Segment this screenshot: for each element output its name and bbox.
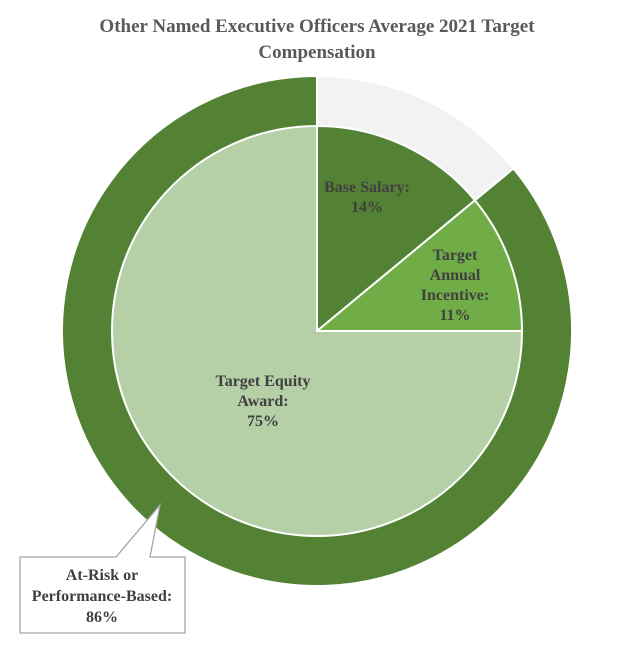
inner-slice-label-line: Target Equity [216,373,311,390]
inner-slice-label-line: Award: [237,393,288,410]
inner-slice-label-line: Annual [430,267,481,284]
callout-label-line: At-Risk or [66,567,138,584]
inner-slice-label-2: Target Equity Award: 75% [216,373,311,430]
inner-slice-2 [111,124,524,537]
inner-labels: Base Salary: 14% Target Annual Incentive: 11%… [216,179,490,430]
callout-box [19,502,186,634]
inner-slice-1 [314,198,524,332]
inner-slice-label-line: 75% [247,413,279,430]
at-risk-callout: At-Risk or Performance-Based: 86% [19,502,186,634]
inner-slice-0 [316,124,477,334]
inner-slice-label-1: Target Annual Incentive: 11% [421,247,489,324]
inner-slice-label-line: 11% [439,307,470,324]
chart-title-line-1: Other Named Executive Officers Average 2… [99,16,535,37]
inner-slice-label-line: Target [433,247,478,264]
callout-label-line: Performance-Based: [32,588,172,605]
inner-slice-label-line: Base Salary: [324,179,410,196]
inner-slice-label-line: Incentive: [421,287,489,304]
inner-slice-label-0: Base Salary: 14% [324,179,410,216]
inner-pie [111,124,524,537]
chart-title-line-2: Compensation [258,42,376,63]
inner-slice-label-line: 14% [351,199,383,216]
chart-title: Other Named Executive Officers Average 2… [0,14,634,66]
callout-label: At-Risk or Performance-Based: 86% [32,567,172,626]
callout-label-line: 86% [86,609,118,626]
